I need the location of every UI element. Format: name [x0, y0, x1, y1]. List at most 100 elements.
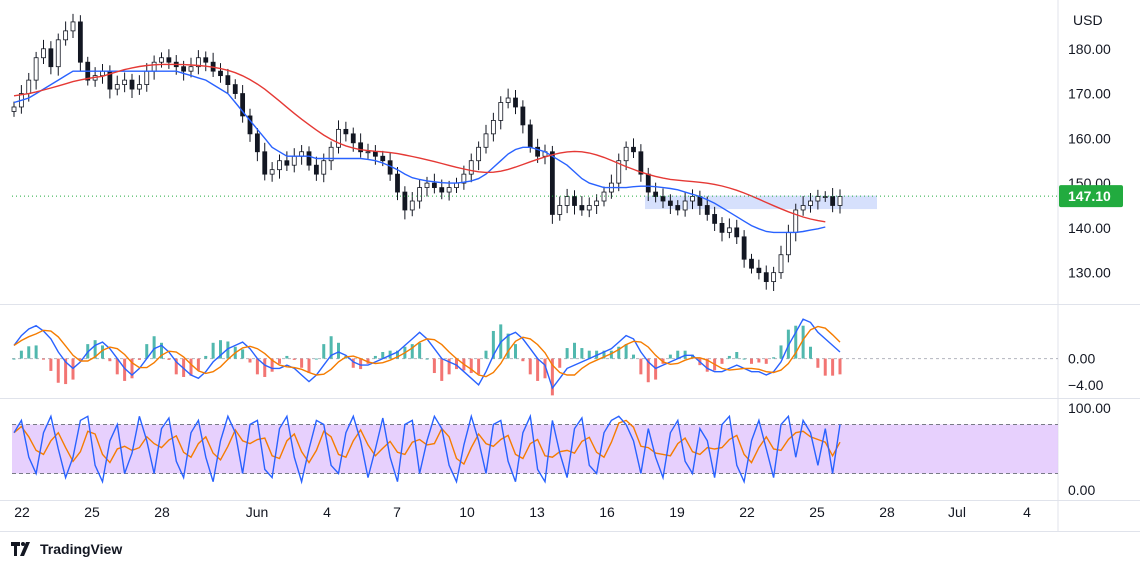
macd-histogram-bar: [174, 358, 178, 375]
macd-histogram-bar: [742, 358, 746, 360]
candle-body: [188, 66, 194, 72]
stoch-pane[interactable]: [12, 413, 1058, 485]
macd-histogram-bar: [484, 350, 488, 359]
macd-histogram-bar: [720, 358, 724, 364]
macd-histogram-bar: [137, 358, 141, 360]
candle-body: [402, 191, 408, 211]
candle-body: [741, 236, 747, 260]
macd-histogram-bar: [64, 358, 68, 385]
macd-histogram-bar: [196, 358, 200, 371]
macd-histogram-bar: [152, 336, 156, 359]
candle-body: [136, 84, 142, 90]
candle-body: [129, 79, 135, 90]
last-price-badge: [1059, 185, 1123, 208]
candle-body: [631, 146, 636, 153]
macd-histogram-bar: [727, 355, 731, 359]
candle-body: [837, 196, 843, 206]
stoch-d-line: [13, 419, 841, 466]
macd-histogram-bar: [617, 346, 621, 359]
price-tick-label: 140.00: [1068, 220, 1111, 236]
candle-body: [616, 160, 622, 184]
time-tick-label: 22: [739, 504, 755, 520]
candle-body: [277, 160, 282, 171]
candle-body: [306, 151, 312, 166]
macd-signal-line: [13, 325, 841, 378]
candle-body: [490, 120, 496, 135]
macd-histogram-bar: [823, 358, 827, 376]
candle-body: [26, 79, 32, 94]
candle-body: [778, 254, 784, 274]
time-tick-label: 28: [154, 504, 170, 520]
macd-histogram-bar: [646, 358, 650, 383]
candle-body: [645, 173, 651, 193]
candle-body: [269, 169, 275, 175]
macd-histogram-bar: [49, 358, 53, 371]
macd-histogram-bar: [329, 336, 333, 359]
macd-histogram-bar: [735, 352, 739, 359]
macd-histogram-bar: [34, 345, 38, 359]
candle-body: [660, 196, 666, 202]
candle-body: [549, 151, 555, 215]
macd-histogram-bar: [573, 342, 576, 359]
macd-histogram-bar: [359, 358, 363, 370]
macd-histogram-bar: [167, 358, 171, 360]
stoch-tick-label: 0.00: [1068, 482, 1095, 498]
price-pane[interactable]: [11, 13, 1058, 292]
macd-histogram-bar: [565, 348, 569, 359]
candle-body: [166, 57, 172, 63]
candle-body: [159, 57, 164, 63]
candle-body: [122, 79, 128, 85]
time-tick-label: 22: [14, 504, 30, 520]
stoch-k-line: [13, 413, 841, 485]
candle-body: [328, 146, 334, 162]
macd-histogram-bar: [204, 355, 208, 359]
candle-body: [218, 70, 223, 77]
macd-histogram-bar: [145, 344, 149, 359]
tradingview-logo[interactable]: TradingView: [11, 541, 122, 557]
macd-tick-label: −4.00: [1068, 377, 1104, 393]
candle-body: [734, 227, 740, 238]
candle-body: [33, 57, 39, 81]
candle-body: [800, 205, 806, 211]
time-tick-label: 16: [599, 504, 615, 520]
currency-label[interactable]: USD: [1073, 12, 1103, 28]
macd-histogram-bar: [528, 358, 532, 375]
macd-histogram-bar: [750, 358, 753, 364]
macd-histogram-bar: [130, 358, 134, 379]
price-tick-label: 170.00: [1068, 86, 1111, 102]
time-tick-label: Jun: [246, 504, 269, 520]
candle-body: [55, 39, 61, 68]
candle-body: [822, 196, 828, 198]
macd-histogram-bar: [322, 344, 326, 359]
grid: [0, 0, 1140, 532]
macd-histogram-bar: [410, 344, 414, 359]
candle-body: [638, 151, 644, 175]
macd-pane[interactable]: [12, 318, 1058, 396]
ma-slow-line: [13, 63, 826, 223]
candle-body: [313, 164, 319, 175]
time-tick-label: 28: [879, 504, 895, 520]
macd-histogram-bar: [270, 358, 274, 372]
last-price-label: 147.10: [1068, 188, 1111, 204]
candle-body: [144, 70, 150, 85]
macd-histogram-bar: [211, 342, 215, 359]
macd-histogram-bar: [676, 350, 680, 359]
macd-histogram-bar: [639, 358, 643, 375]
candle-body: [815, 196, 821, 202]
macd-histogram-bar: [801, 325, 805, 359]
macd-histogram-bar: [447, 358, 451, 375]
macd-histogram-bar: [506, 333, 510, 359]
candle-body: [284, 160, 290, 166]
macd-histogram-bar: [337, 342, 340, 359]
macd-histogram-bar: [624, 344, 628, 359]
macd-histogram-bar: [396, 350, 399, 359]
candle-body: [535, 146, 541, 157]
macd-histogram-bar: [263, 358, 267, 377]
macd-histogram-bar: [189, 358, 193, 376]
macd-histogram-bar: [772, 357, 776, 359]
macd-histogram-bar: [278, 358, 281, 364]
macd-histogram-bar: [248, 358, 252, 363]
candle-body: [749, 258, 754, 269]
candle-body: [358, 142, 364, 153]
